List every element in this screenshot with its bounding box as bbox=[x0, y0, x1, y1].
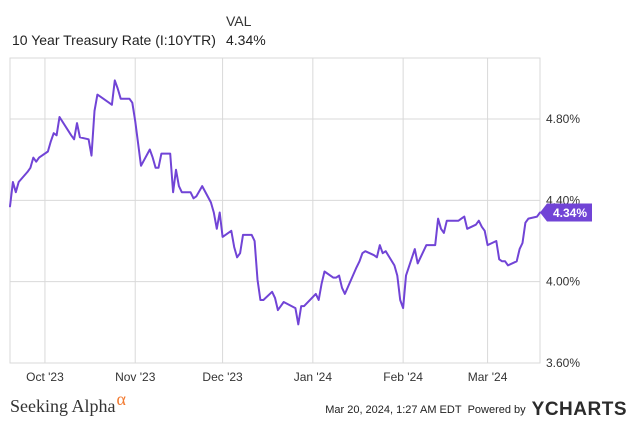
grid bbox=[9, 57, 541, 364]
x-tick-label: Dec '23 bbox=[202, 370, 243, 384]
logo-text: Seeking Alpha bbox=[10, 396, 116, 416]
powered-by-label: Powered by bbox=[467, 404, 526, 416]
ycharts-logo: YCHARTS bbox=[531, 399, 627, 420]
y-tick-label: 4.80% bbox=[546, 112, 580, 126]
x-tick-label: Mar '24 bbox=[468, 370, 508, 384]
last-value-label: 4.34% bbox=[553, 206, 587, 220]
timestamp: Mar 20, 2024, 1:27 AM EDT bbox=[325, 404, 462, 416]
series-line-group bbox=[9, 79, 541, 326]
alpha-icon: α bbox=[116, 389, 126, 409]
last-value-tag bbox=[540, 203, 592, 222]
legend-value-header: VAL bbox=[226, 13, 252, 29]
legend-series-value: 4.34% bbox=[226, 32, 266, 48]
y-tick-label: 4.00% bbox=[546, 275, 580, 289]
series-line bbox=[9, 79, 541, 326]
seeking-alpha-logo: Seeking Alphaα bbox=[10, 389, 126, 417]
x-tick-label: Jan '24 bbox=[294, 370, 333, 384]
legend: VAL 10 Year Treasury Rate (I:10YTR) 4.34… bbox=[8, 0, 288, 50]
footer-attribution: Mar 20, 2024, 1:27 AM EDT Powered by YCH… bbox=[325, 399, 627, 421]
x-tick-label: Nov '23 bbox=[115, 370, 156, 384]
legend-series-name: 10 Year Treasury Rate (I:10YTR) bbox=[12, 32, 216, 48]
x-tick-label: Feb '24 bbox=[383, 370, 423, 384]
axis-labels: 3.60%4.00%4.40%4.80%Oct '23 Nov '23 Dec '2… bbox=[26, 112, 592, 384]
plot-frame bbox=[9, 57, 541, 364]
y-tick-label: 3.60% bbox=[546, 356, 580, 370]
x-tick-label: Oct '23 bbox=[26, 370, 64, 384]
